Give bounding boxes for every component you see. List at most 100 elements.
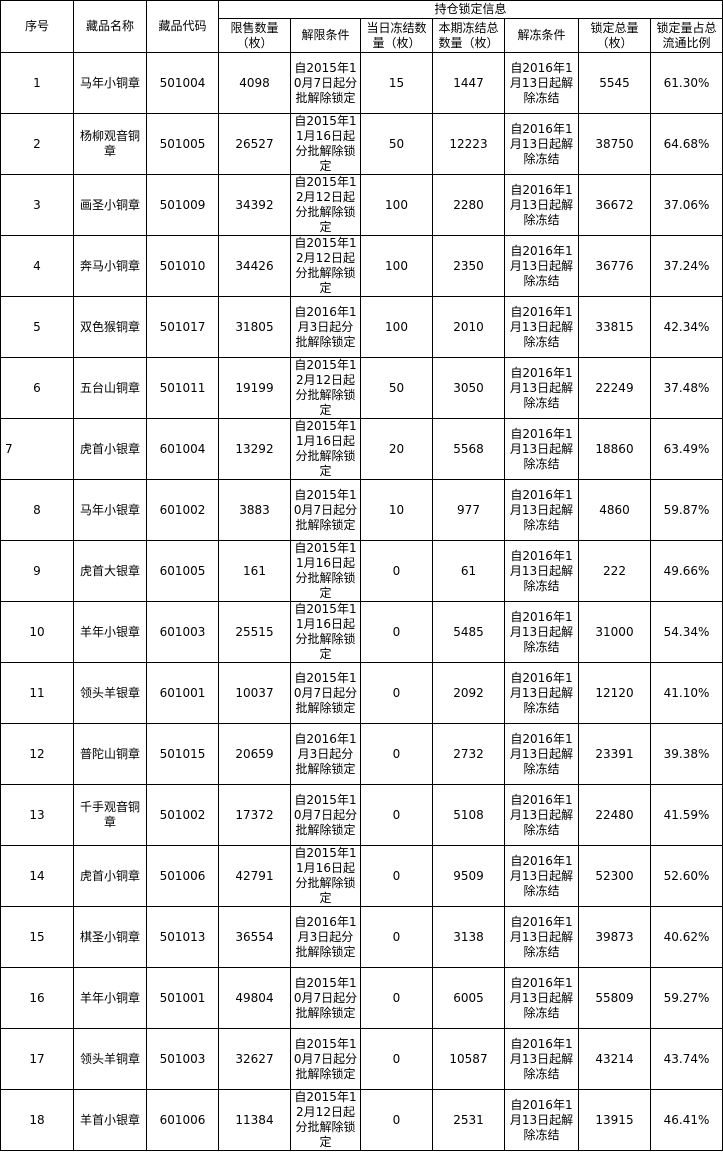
table-row: 18 羊首小银章 601006 11384 自2015年12月12日起分批解除锁定 0 25… [0, 1089, 723, 1151]
cell-seq: 5 [0, 296, 74, 358]
cell-frozen-today: 0 [360, 723, 433, 785]
cell-name: 领头羊铜章 [73, 1028, 147, 1090]
cell-limited-qty: 11384 [218, 1089, 291, 1151]
cell-release-cond: 自2015年10月7日起分批解除锁定 [290, 662, 361, 724]
cell-release-cond: 自2015年12月12日起分批解除锁定 [290, 235, 361, 297]
table-row: 14 虎首小铜章 501006 42791 自2015年11月16日起分批解除锁定 0 95… [0, 845, 723, 907]
table-row: 10 羊年小银章 601003 25515 自2015年11月16日起分批解除锁定 0 54… [0, 601, 723, 663]
cell-seq: 9 [0, 540, 74, 602]
cell-name: 虎首小铜章 [73, 845, 147, 907]
cell-frozen-total: 61 [432, 540, 505, 602]
header-locked-ratio: 锁定量占总流通比例 [649, 18, 723, 53]
cell-frozen-today: 0 [360, 784, 433, 846]
cell-frozen-today: 0 [360, 540, 433, 602]
cell-locked-total: 52300 [578, 845, 651, 907]
cell-locked-ratio: 41.59% [649, 784, 723, 846]
cell-locked-ratio: 39.38% [649, 723, 723, 785]
cell-seq: 4 [0, 235, 74, 297]
cell-code: 501015 [146, 723, 219, 785]
cell-frozen-total: 3138 [432, 906, 505, 968]
cell-release-cond: 自2015年11月16日起分批解除锁定 [290, 540, 361, 602]
cell-unfreeze-cond: 自2016年1月13日起解除冻结 [504, 723, 579, 785]
cell-code: 501005 [146, 113, 219, 175]
cell-seq: 17 [0, 1028, 74, 1090]
header-code: 藏品代码 [146, 0, 219, 53]
header-seq: 序号 [0, 0, 74, 53]
cell-code: 601004 [146, 418, 219, 480]
cell-seq: 10 [0, 601, 74, 663]
header-locked-total: 锁定总量（枚） [578, 18, 651, 53]
cell-name: 马年小铜章 [73, 52, 147, 114]
cell-code: 501011 [146, 357, 219, 419]
cell-seq: 11 [0, 662, 74, 724]
cell-locked-ratio: 40.62% [649, 906, 723, 968]
cell-locked-total: 39873 [578, 906, 651, 968]
cell-release-cond: 自2016年1月3日起分批解除锁定 [290, 296, 361, 358]
cell-locked-total: 5545 [578, 52, 651, 114]
cell-frozen-today: 0 [360, 845, 433, 907]
cell-limited-qty: 17372 [218, 784, 291, 846]
cell-release-cond: 自2015年10月7日起分批解除锁定 [290, 967, 361, 1029]
cell-unfreeze-cond: 自2016年1月13日起解除冻结 [504, 479, 579, 541]
cell-frozen-today: 0 [360, 1089, 433, 1151]
cell-code: 501013 [146, 906, 219, 968]
cell-frozen-today: 0 [360, 967, 433, 1029]
cell-code: 501010 [146, 235, 219, 297]
cell-locked-total: 36776 [578, 235, 651, 297]
cell-seq: 7 [0, 418, 74, 480]
cell-limited-qty: 36554 [218, 906, 291, 968]
cell-unfreeze-cond: 自2016年1月13日起解除冻结 [504, 418, 579, 480]
table-row: 9 虎首大银章 601005 161 自2015年11月16日起分批解除锁定 0 61 自20… [0, 540, 723, 602]
header-release-cond: 解限条件 [290, 18, 361, 53]
cell-frozen-total: 5485 [432, 601, 505, 663]
cell-locked-total: 13915 [578, 1089, 651, 1151]
cell-release-cond: 自2015年10月7日起分批解除锁定 [290, 784, 361, 846]
header-group: 持仓锁定信息 [217, 0, 723, 19]
table-row: 2 杨柳观音铜章 501005 26527 自2015年11月16日起分批解除锁定 50 1… [0, 113, 723, 175]
cell-locked-total: 18860 [578, 418, 651, 480]
cell-frozen-total: 2280 [432, 174, 505, 236]
table-row: 5 双色猴铜章 501017 31805 自2016年1月3日起分批解除锁定 100 201… [0, 296, 723, 358]
cell-seq: 12 [0, 723, 74, 785]
cell-code: 601003 [146, 601, 219, 663]
cell-frozen-today: 100 [360, 174, 433, 236]
table-row: 12 普陀山铜章 501015 20659 自2016年1月3日起分批解除锁定 0 2732… [0, 723, 723, 785]
cell-unfreeze-cond: 自2016年1月13日起解除冻结 [504, 174, 579, 236]
cell-frozen-total: 977 [432, 479, 505, 541]
cell-code: 601006 [146, 1089, 219, 1151]
cell-limited-qty: 3883 [218, 479, 291, 541]
cell-release-cond: 自2015年10月7日起分批解除锁定 [290, 1028, 361, 1090]
cell-locked-ratio: 37.06% [649, 174, 723, 236]
cell-name: 画圣小铜章 [73, 174, 147, 236]
table-row: 15 棋圣小铜章 501013 36554 自2016年1月3日起分批解除锁定 0 3138… [0, 906, 723, 968]
cell-unfreeze-cond: 自2016年1月13日起解除冻结 [504, 1028, 579, 1090]
cell-frozen-today: 0 [360, 662, 433, 724]
cell-name: 千手观音铜章 [73, 784, 147, 846]
cell-code: 601001 [146, 662, 219, 724]
cell-locked-ratio: 41.10% [649, 662, 723, 724]
cell-frozen-today: 50 [360, 113, 433, 175]
cell-seq: 18 [0, 1089, 74, 1151]
cell-limited-qty: 25515 [218, 601, 291, 663]
table-row: 4 奔马小铜章 501010 34426 自2015年12月12日起分批解除锁定 100 2… [0, 235, 723, 297]
cell-locked-total: 36672 [578, 174, 651, 236]
cell-unfreeze-cond: 自2016年1月13日起解除冻结 [504, 845, 579, 907]
table-body: 1 马年小铜章 501004 4098 自2015年10月7日起分批解除锁定 15 1447… [0, 52, 723, 1151]
cell-frozen-total: 5108 [432, 784, 505, 846]
cell-locked-ratio: 54.34% [649, 601, 723, 663]
cell-locked-ratio: 37.24% [649, 235, 723, 297]
cell-locked-ratio: 37.48% [649, 357, 723, 419]
cell-seq: 14 [0, 845, 74, 907]
cell-release-cond: 自2015年12月12日起分批解除锁定 [290, 357, 361, 419]
cell-release-cond: 自2016年1月3日起分批解除锁定 [290, 906, 361, 968]
cell-release-cond: 自2015年11月16日起分批解除锁定 [290, 601, 361, 663]
cell-release-cond: 自2015年10月7日起分批解除锁定 [290, 52, 361, 114]
cell-name: 五台山铜章 [73, 357, 147, 419]
cell-limited-qty: 34426 [218, 235, 291, 297]
cell-code: 601002 [146, 479, 219, 541]
cell-name: 棋圣小铜章 [73, 906, 147, 968]
table-row: 13 千手观音铜章 501002 17372 自2015年10月7日起分批解除锁定 0 51… [0, 784, 723, 846]
cell-locked-total: 33815 [578, 296, 651, 358]
cell-release-cond: 自2015年11月16日起分批解除锁定 [290, 113, 361, 175]
cell-limited-qty: 42791 [218, 845, 291, 907]
